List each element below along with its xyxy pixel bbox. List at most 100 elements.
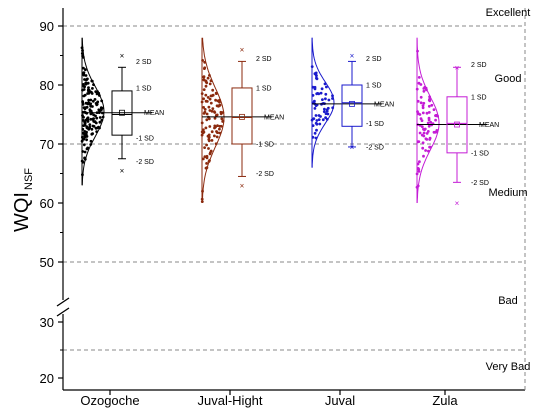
- data-point: [207, 117, 211, 121]
- data-point: [208, 82, 212, 86]
- mean-marker: [119, 109, 125, 116]
- data-point: [327, 98, 331, 102]
- distribution-curve: [311, 37, 335, 168]
- data-point: [322, 110, 326, 113]
- data-point: [209, 101, 213, 105]
- data-point: [80, 139, 84, 143]
- max-marker: ×: [350, 52, 355, 61]
- data-point: [83, 123, 87, 127]
- min-marker: ×: [350, 143, 355, 152]
- sd2-lower-label: -2 SD: [256, 171, 274, 178]
- y-tick-label: 30: [40, 315, 54, 330]
- data-point: [421, 111, 425, 115]
- data-point: [84, 81, 88, 85]
- data-point: [206, 96, 210, 99]
- data-point: [208, 97, 212, 101]
- data-point: [81, 131, 85, 135]
- data-point: [421, 106, 425, 110]
- axis-break-mark: [56, 307, 70, 317]
- data-point: [95, 116, 99, 120]
- data-point: [422, 101, 426, 105]
- min-marker: ×: [455, 199, 460, 208]
- data-point: [83, 157, 87, 161]
- data-point: [424, 149, 427, 152]
- data-point: [426, 121, 430, 125]
- y-axis-label-subscript: NSF: [23, 168, 35, 190]
- data-point: [200, 197, 204, 201]
- data-point: [216, 124, 219, 127]
- data-point: [206, 76, 210, 80]
- iqr-box: [446, 96, 468, 154]
- axis-break-mark: [56, 297, 70, 307]
- data-point: [83, 78, 86, 81]
- data-point: [314, 73, 318, 77]
- sd1-upper-label: 1 SD: [256, 85, 272, 92]
- data-point: [423, 128, 426, 132]
- data-point: [214, 98, 218, 102]
- data-point: [201, 59, 205, 62]
- sd2-upper-label: 2 SD: [136, 59, 152, 66]
- data-point: [82, 83, 85, 86]
- data-point: [200, 200, 204, 204]
- sd2-upper-label: 2 SD: [471, 62, 487, 69]
- data-point: [205, 100, 209, 103]
- sd1-lower-label: -1 SD: [471, 150, 489, 157]
- data-point: [323, 107, 326, 111]
- data-point: [416, 99, 420, 103]
- data-point: [213, 134, 216, 138]
- data-point: [82, 73, 86, 77]
- data-point: [83, 130, 87, 133]
- data-point: [416, 162, 420, 166]
- min-marker: ×: [240, 181, 245, 190]
- sd2-lower-label: -2 SD: [471, 180, 489, 187]
- data-point: [319, 91, 323, 95]
- data-point: [313, 107, 317, 110]
- data-point: [80, 52, 84, 55]
- distribution-curve: [81, 37, 105, 186]
- data-point: [81, 135, 84, 139]
- data-point: [325, 108, 329, 112]
- data-point: [208, 109, 212, 112]
- distribution-curve: [416, 37, 440, 204]
- data-point: [200, 121, 204, 125]
- data-point: [314, 136, 318, 140]
- x-tick-label: Juval: [325, 393, 355, 408]
- data-point: [317, 118, 321, 121]
- data-point: [208, 74, 211, 77]
- data-point: [200, 133, 204, 137]
- data-point: [218, 127, 221, 131]
- data-point: [209, 151, 212, 155]
- data-point: [81, 88, 84, 92]
- y-tick-label: 20: [40, 371, 54, 386]
- data-point: [83, 150, 87, 154]
- data-point: [98, 116, 102, 119]
- data-point: [203, 60, 207, 64]
- iqr-box: [111, 90, 133, 136]
- data-point: [311, 94, 315, 97]
- data-point: [424, 137, 428, 141]
- data-point: [321, 98, 324, 101]
- data-point: [434, 118, 437, 122]
- data-point: [100, 118, 104, 122]
- data-point: [423, 85, 427, 89]
- data-point: [207, 105, 211, 109]
- data-point: [429, 120, 433, 124]
- data-point: [92, 83, 95, 86]
- sd1-upper-label: 1 SD: [471, 94, 487, 101]
- data-point: [205, 156, 209, 160]
- data-point: [201, 189, 204, 193]
- mean-marker: [349, 100, 355, 107]
- data-point: [91, 105, 94, 108]
- data-point: [84, 74, 88, 77]
- data-point: [428, 95, 431, 99]
- data-point: [81, 173, 84, 177]
- data-point: [422, 134, 426, 138]
- y-tick-label: 70: [40, 137, 54, 152]
- data-point: [204, 126, 208, 130]
- data-point: [427, 118, 431, 122]
- data-point: [202, 75, 206, 78]
- data-point: [210, 139, 214, 142]
- data-point: [219, 110, 223, 114]
- series-group: × × 2 SD 1 SD MEAN -1 SD -2 SD × × 2 SD 1 SD MEAN -1…: [80, 37, 499, 208]
